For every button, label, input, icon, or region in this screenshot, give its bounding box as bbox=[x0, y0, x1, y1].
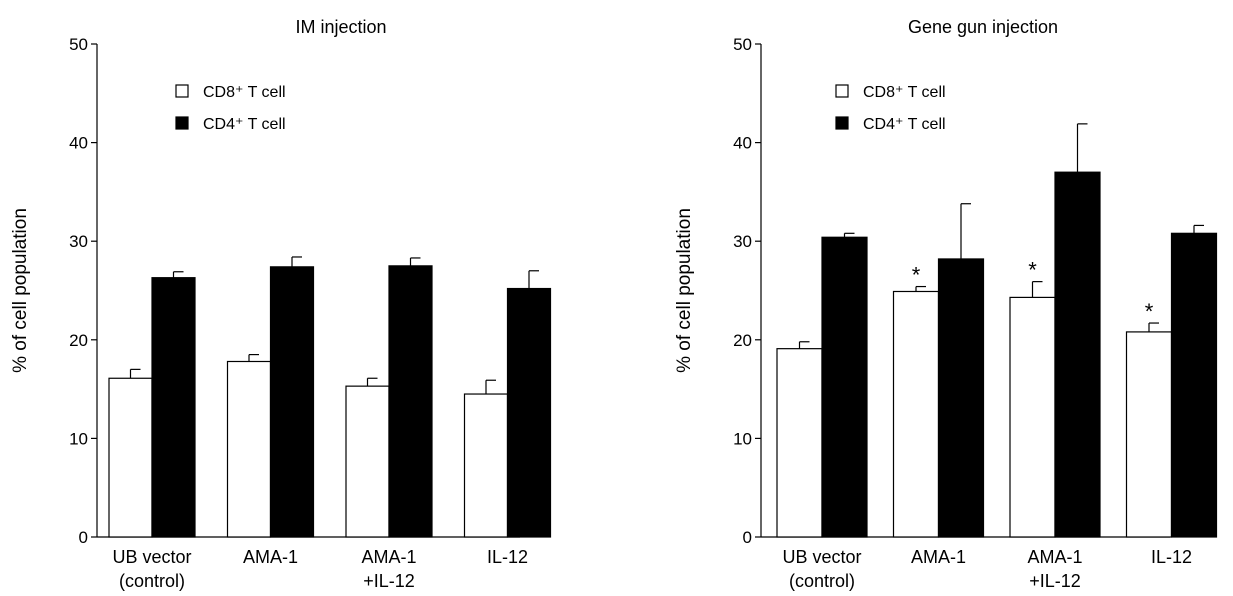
bar-cd8-cat1 bbox=[108, 377, 153, 538]
bar-cd4-cat3 bbox=[388, 265, 433, 538]
chart-panel-1: IM injection % of cell population 0 10 20 30 4… bbox=[10, 17, 552, 591]
y-tick-label: 10 bbox=[69, 429, 88, 448]
y-tick-label: 30 bbox=[733, 232, 752, 251]
y-tick-label: 10 bbox=[733, 429, 752, 448]
legend-swatch-cd4 bbox=[835, 116, 849, 130]
bar-cd8-cat2 bbox=[226, 360, 272, 538]
bar-cd8-cat4 bbox=[463, 393, 509, 538]
y-tick-label: 20 bbox=[69, 331, 88, 350]
bar-cd4-cat4 bbox=[1170, 232, 1218, 538]
y-axis-label: % of cell population bbox=[10, 208, 31, 373]
x-tick-label: +IL-12 bbox=[363, 571, 415, 591]
x-tick-label: UB vector bbox=[782, 547, 861, 567]
bar-cd8-cat2 bbox=[892, 290, 940, 538]
y-tick-label: 50 bbox=[69, 35, 88, 54]
legend-label-cd4: CD4⁺ T cell bbox=[203, 116, 286, 133]
x-tick-label: AMA-1 bbox=[1027, 547, 1082, 567]
bar-cd8-cat1 bbox=[776, 348, 823, 538]
y-tick-label: 40 bbox=[69, 134, 88, 153]
y-tick-label: 40 bbox=[733, 134, 752, 153]
chart-title: Gene gun injection bbox=[908, 17, 1058, 37]
x-tick-label: AMA-1 bbox=[243, 547, 298, 567]
bar-cd4-cat1 bbox=[821, 236, 868, 538]
legend-label-cd8: CD8⁺ T cell bbox=[203, 84, 286, 101]
significance-marker: * bbox=[912, 263, 921, 288]
x-tick-label: AMA-1 bbox=[361, 547, 416, 567]
y-tick-label: 50 bbox=[733, 35, 752, 54]
legend-swatch-cd8 bbox=[835, 84, 849, 98]
bar-cd4-cat2 bbox=[269, 266, 315, 538]
legend-swatch-cd8 bbox=[175, 84, 189, 98]
y-tick-label: 20 bbox=[733, 331, 752, 350]
bar-cd4-cat4 bbox=[506, 287, 552, 538]
x-tick-label: AMA-1 bbox=[911, 547, 966, 567]
x-tick-label: IL-12 bbox=[1151, 547, 1192, 567]
legend-label-cd4: CD4⁺ T cell bbox=[863, 116, 946, 133]
chart-panel-2: Gene gun injection % of cell population 0 1… bbox=[674, 17, 1218, 591]
x-tick-label: (control) bbox=[789, 571, 855, 591]
legend-swatch-cd4 bbox=[175, 116, 189, 130]
chart-title: IM injection bbox=[295, 17, 386, 37]
x-tick-label: UB vector bbox=[112, 547, 191, 567]
x-tick-label: IL-12 bbox=[487, 547, 528, 567]
bar-cd4-cat2 bbox=[937, 258, 985, 538]
x-tick-label: +IL-12 bbox=[1029, 571, 1081, 591]
bar-cd4-cat1 bbox=[151, 277, 196, 538]
significance-marker: * bbox=[1028, 258, 1037, 283]
bar-cd8-cat3 bbox=[345, 385, 390, 538]
y-tick-label: 0 bbox=[743, 528, 752, 547]
y-tick-label: 30 bbox=[69, 232, 88, 251]
x-tick-label: (control) bbox=[119, 571, 185, 591]
y-tick-label: 0 bbox=[79, 528, 88, 547]
y-axis-label: % of cell population bbox=[674, 208, 695, 373]
bar-cd4-cat3 bbox=[1054, 171, 1101, 538]
bar-cd8-cat3 bbox=[1009, 296, 1056, 538]
legend-label-cd8: CD8⁺ T cell bbox=[863, 84, 946, 101]
bar-cd8-cat4 bbox=[1125, 331, 1173, 538]
significance-marker: * bbox=[1145, 299, 1154, 324]
